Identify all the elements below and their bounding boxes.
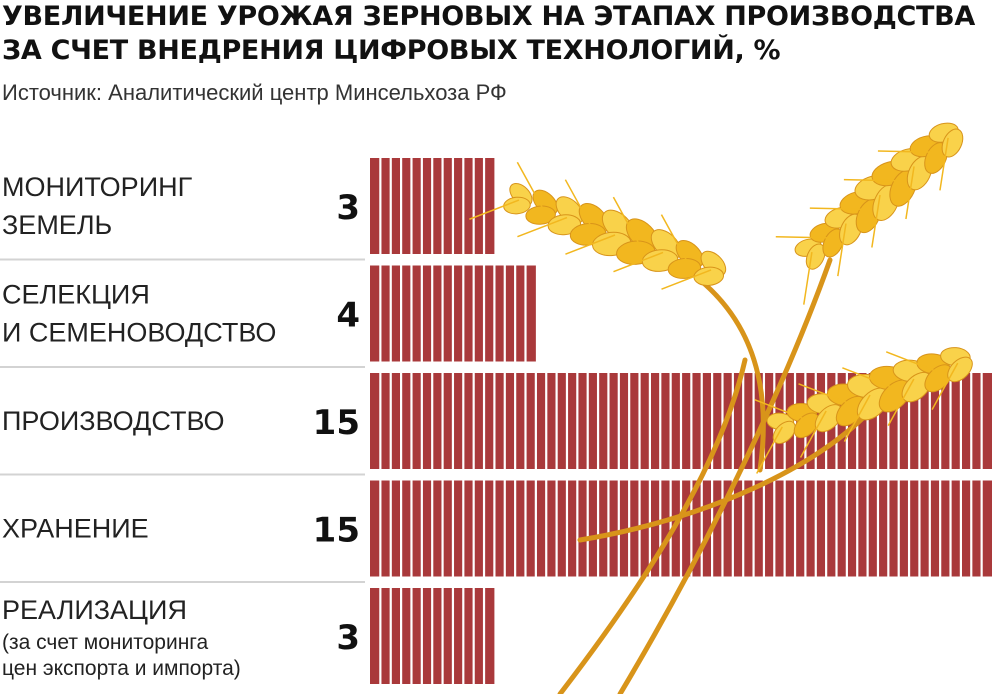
bar-group bbox=[370, 373, 992, 469]
wheat-awn bbox=[799, 410, 827, 458]
wheat-grain bbox=[947, 356, 973, 383]
wheat-awn bbox=[842, 367, 893, 388]
category-sublabel: цен экспорта и импорта) bbox=[2, 657, 241, 680]
wheat-ear bbox=[775, 122, 964, 305]
wheat-grain bbox=[667, 257, 702, 279]
wheat-awn bbox=[754, 399, 805, 420]
wheat-awn bbox=[939, 137, 949, 191]
value-label: 3 bbox=[336, 618, 360, 658]
category-sublabel: (за счет мониторинга bbox=[2, 631, 208, 654]
category-label: РЕАЛИЗАЦИЯ bbox=[2, 595, 187, 625]
wheat-awn bbox=[877, 150, 932, 153]
wheat-awn bbox=[775, 236, 829, 239]
value-labels: 3 4 15 15 3 bbox=[313, 188, 360, 658]
category-label: МОНИТОРИНГ bbox=[2, 172, 193, 202]
wheat-awn bbox=[843, 394, 871, 442]
wheat-stem bbox=[697, 277, 766, 473]
wheat-awn bbox=[613, 251, 664, 273]
bar-group bbox=[370, 265, 536, 362]
title-line-1: УВЕЛИЧЕНИЕ УРОЖАЯ ЗЕРНОВЫХ НА ЭТАПАХ ПРО… bbox=[2, 1, 976, 32]
wheat-awn bbox=[565, 234, 616, 255]
category-label: ХРАНЕНИЕ bbox=[2, 514, 149, 544]
wheat-stem bbox=[557, 357, 748, 694]
wheat-awn bbox=[885, 351, 937, 372]
wheat-awn bbox=[871, 194, 881, 248]
wheat-ear bbox=[754, 347, 973, 474]
value-label: 15 bbox=[313, 511, 360, 551]
wheat-awn bbox=[661, 269, 712, 290]
wheat-awn bbox=[803, 252, 813, 305]
bars bbox=[370, 158, 992, 684]
source-note: Источник: Аналитический центр Минсельхоз… bbox=[2, 80, 507, 105]
wheat-grain bbox=[941, 128, 964, 158]
wheat-awn bbox=[798, 383, 849, 404]
wheat-awn bbox=[931, 362, 959, 411]
wheat-awn bbox=[516, 161, 544, 210]
value-label: 4 bbox=[336, 296, 360, 336]
wheat-awn bbox=[837, 223, 847, 277]
bar-group bbox=[370, 480, 992, 577]
wheat-awn bbox=[660, 214, 688, 262]
wheat-stem bbox=[617, 257, 833, 694]
bar-group bbox=[370, 158, 495, 254]
value-label: 3 bbox=[336, 188, 360, 228]
wheat-awn bbox=[564, 179, 592, 227]
category-labels: МОНИТОРИНГ ЗЕМЕЛЬ СЕЛЕКЦИЯ И СЕМЕНОВОДСТВО П… bbox=[2, 172, 276, 680]
wheat-illustration bbox=[469, 122, 973, 694]
category-label: ПРОИЗВОДСТВО bbox=[2, 406, 225, 436]
wheat-awn bbox=[905, 166, 915, 220]
value-label: 15 bbox=[313, 403, 360, 443]
chart-title: УВЕЛИЧЕНИЕ УРОЖАЯ ЗЕРНОВЫХ НА ЭТАПАХ ПРО… bbox=[2, 0, 992, 68]
wheat-awn bbox=[887, 378, 915, 426]
wheat-ear bbox=[469, 161, 727, 290]
wheat-awn bbox=[756, 426, 783, 474]
wheat-awn bbox=[843, 178, 898, 182]
title-line-2: ЗА СЧЕТ ВНЕДРЕНИЯ ЦИФРОВЫХ ТЕХНОЛОГИЙ, % bbox=[2, 35, 781, 66]
row-separators bbox=[0, 258, 365, 583]
wheat-awn bbox=[612, 196, 640, 245]
category-label: ЗЕМЕЛЬ bbox=[2, 210, 112, 240]
category-label: И СЕМЕНОВОДСТВО bbox=[2, 318, 276, 348]
wheat-grain bbox=[793, 412, 820, 439]
wheat-grain bbox=[525, 205, 556, 225]
bar-group bbox=[370, 588, 495, 684]
category-label: СЕЛЕКЦИЯ bbox=[2, 280, 150, 310]
wheat-grain bbox=[693, 266, 725, 286]
wheat-awn bbox=[809, 207, 863, 211]
wheat-awn bbox=[469, 199, 520, 220]
wheat-awn bbox=[517, 216, 568, 238]
wheat-grain bbox=[822, 228, 845, 258]
